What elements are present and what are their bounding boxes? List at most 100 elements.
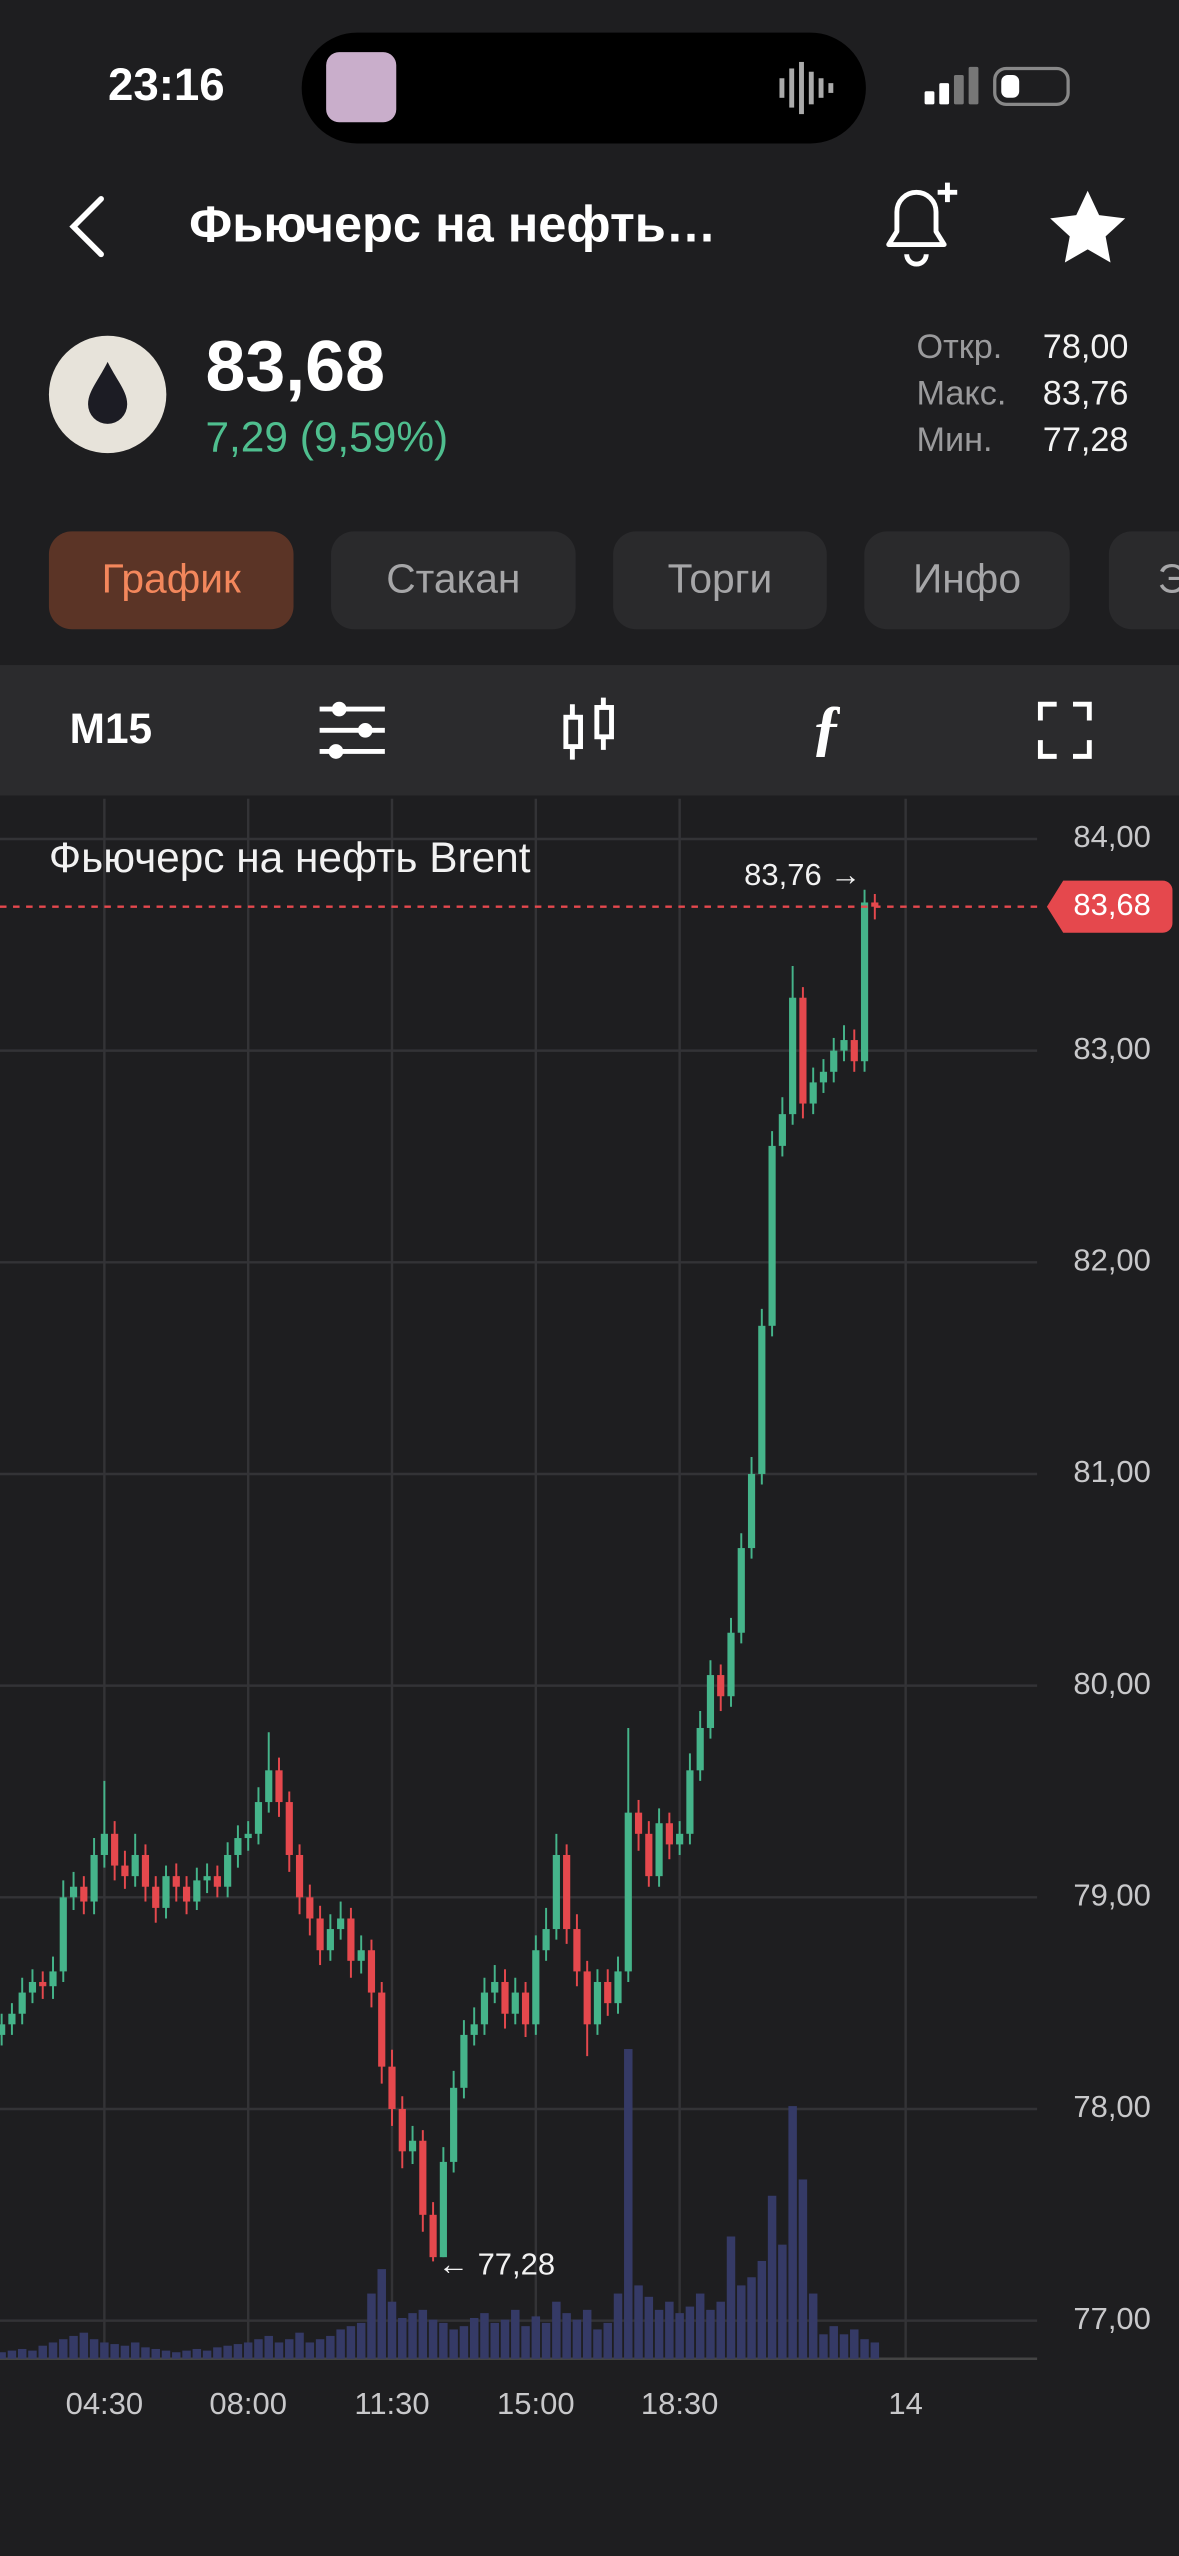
volume-bar — [757, 2260, 767, 2359]
volume-bar — [788, 2106, 797, 2359]
interval-button[interactable]: M15 — [70, 705, 152, 752]
volume-bar — [860, 2339, 869, 2359]
x-tick-label: 11:30 — [354, 2386, 429, 2421]
dynamic-island — [301, 32, 866, 144]
back-button[interactable] — [69, 196, 104, 258]
volume-bar — [624, 2049, 633, 2359]
stat-label: Откр. — [916, 328, 1002, 366]
volume-bar — [315, 2339, 325, 2359]
candle-body — [676, 1833, 684, 1845]
audio-wave — [779, 61, 834, 115]
volume-bar — [778, 2244, 787, 2359]
candle-body — [275, 1770, 283, 1803]
volume-bar — [798, 2179, 808, 2359]
volume-bar — [223, 2345, 232, 2359]
candle-body — [69, 1886, 78, 1898]
candle-body — [316, 1918, 324, 1951]
y-tick-label: 82,00 — [1073, 1242, 1151, 1277]
candle-body — [326, 1929, 334, 1951]
volume-bar — [398, 2318, 407, 2359]
candle-body — [172, 1876, 180, 1887]
volume-bar — [562, 2313, 571, 2359]
candle-body — [450, 2087, 458, 2162]
y-tick-label: 79,00 — [1073, 1878, 1151, 1913]
volume-bar — [356, 2322, 366, 2359]
candle-body — [645, 1833, 653, 1877]
volume-bar — [130, 2342, 140, 2359]
chart-type-button[interactable] — [563, 697, 614, 760]
tab-label[interactable]: Э — [1158, 556, 1179, 602]
candle-body — [819, 1071, 828, 1083]
candle-body — [295, 1854, 304, 1898]
candle-body — [152, 1886, 160, 1908]
volume-bar — [829, 2326, 838, 2359]
candle-body — [80, 1886, 88, 1902]
x-tick-label: 14 — [888, 2386, 922, 2421]
extreme-label: 83,76 → — [744, 857, 861, 892]
tab[interactable] — [1108, 531, 1179, 630]
volume-bar — [367, 2293, 376, 2359]
volume-bar — [295, 2332, 304, 2359]
volume-bar — [644, 2296, 654, 2359]
functions-button[interactable]: ƒ — [811, 694, 842, 762]
volume-bar — [89, 2339, 99, 2359]
y-tick-label: 77,00 — [1073, 2301, 1151, 2336]
candle-body — [799, 997, 807, 1104]
volume-bar — [59, 2339, 68, 2359]
volume-bar — [469, 2318, 479, 2359]
candle-body — [686, 1770, 694, 1834]
volume-bar — [490, 2322, 499, 2359]
tab-label[interactable]: Торги — [668, 556, 773, 602]
candle-body — [809, 1082, 817, 1104]
candle-body — [665, 1823, 673, 1845]
price-change: 7,29 (9,59%) — [205, 413, 448, 460]
tab-label[interactable]: Инфо — [913, 556, 1021, 602]
volume-bar — [17, 2348, 27, 2359]
volume-bar — [243, 2342, 253, 2359]
candle-body — [871, 902, 879, 907]
stat-value: 83,76 — [1043, 374, 1129, 412]
candle-body — [141, 1854, 150, 1887]
signal-icon — [924, 66, 979, 105]
volume-bar — [582, 2309, 592, 2359]
tab[interactable] — [48, 531, 294, 630]
volume-bar — [428, 2319, 438, 2359]
alert-button[interactable] — [886, 182, 958, 267]
y-tick-label: 81,00 — [1073, 1454, 1151, 1489]
candle-body — [182, 1886, 191, 1902]
x-tick-label: 08:00 — [209, 2386, 287, 2421]
tab-label[interactable]: Стакан — [386, 556, 520, 602]
candle-body — [131, 1854, 139, 1877]
volume-bar — [69, 2335, 78, 2359]
tab[interactable] — [613, 531, 827, 630]
tab-label[interactable]: График — [102, 556, 242, 602]
header-title: Фьючерс на нефть… — [189, 196, 716, 253]
candle-body — [8, 2013, 16, 2025]
candle-body — [655, 1823, 663, 1877]
stats: Откр. 78,00 Макс. 83,76 Мин. 77,28 — [916, 328, 1128, 459]
volume-bar — [634, 2285, 643, 2359]
favorite-button[interactable] — [1050, 190, 1126, 263]
volume-bar — [38, 2345, 47, 2359]
indicators-button[interactable] — [319, 701, 385, 759]
volume-bar — [747, 2277, 756, 2359]
volume-bar — [541, 2322, 551, 2359]
candle-body — [501, 1981, 509, 2014]
candle-body — [306, 1897, 314, 1919]
tab[interactable] — [331, 531, 576, 630]
candle-body — [460, 2034, 468, 2088]
candle-body — [162, 1876, 170, 1908]
volume-bar — [377, 2269, 386, 2359]
volume-bar — [233, 2344, 243, 2359]
tab[interactable] — [864, 531, 1070, 630]
candle-body — [224, 1854, 232, 1887]
candle-body — [378, 1992, 386, 2067]
volume-bar — [685, 2306, 695, 2359]
candle-body — [39, 1981, 47, 1987]
volume-bar — [726, 2236, 736, 2359]
y-tick-label: 83,00 — [1073, 1031, 1151, 1066]
volume-bar — [79, 2332, 89, 2359]
fullscreen-button[interactable] — [1037, 701, 1092, 759]
